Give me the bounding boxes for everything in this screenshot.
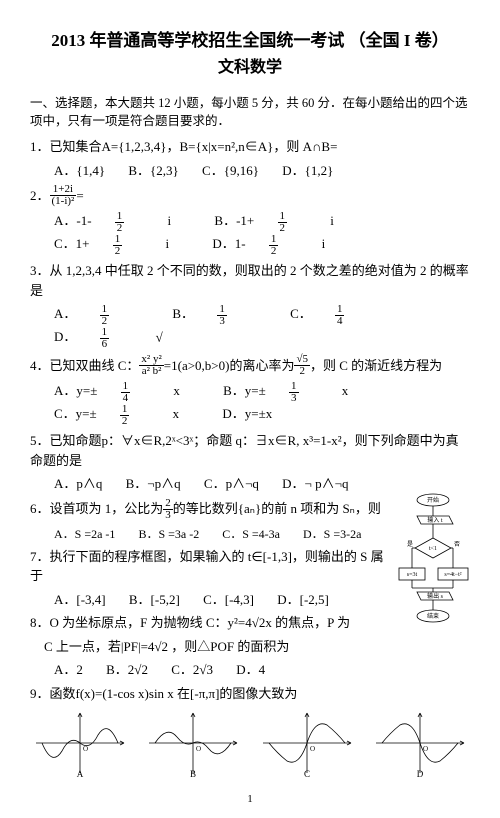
graph-D: D O [370, 707, 470, 779]
q2-eq: = [76, 186, 83, 206]
q7-A: A．[-3,4] [54, 590, 106, 610]
flow-output: 输出 s [427, 592, 444, 600]
svg-text:O: O [83, 745, 88, 753]
flow-yes: 是 [407, 541, 413, 548]
q8-C: C．2√3 [171, 660, 213, 680]
q3: 3．从 1,2,3,4 中任取 2 个不同的数，则取出的 2 个数之差的绝对值为… [30, 261, 470, 300]
q8-A: A．2 [54, 660, 83, 680]
q5-A: A．p∧q [54, 474, 102, 494]
flow-left: s=3t [407, 572, 418, 578]
q2-A: A．-1- 12 i [54, 211, 191, 234]
q2-opts: A．-1- 12 i B．-1+ 12 i C．1+ 12 i D．1- 12 … [54, 211, 470, 257]
q6: 6．设首项为 1，公比为 23 的等比数列{aₙ}的前 n 项和为 Sₙ，则 [30, 498, 392, 521]
q8-opts: A．2 B．2√2 C．2√3 D．4 [54, 660, 470, 680]
q1-D: D．{1,2} [282, 161, 333, 181]
q7-C: C．[-4,3] [203, 590, 254, 610]
q7-B: B．[-5,2] [129, 590, 180, 610]
q9: 9．函数f(x)=(1-cos x)sin x 在[-π,π]的图像大致为 [30, 684, 470, 704]
graph-A: A O [30, 707, 130, 779]
q8-line2: C 上一点，若|PF|=4√2 ，则△POF 的面积为 [44, 637, 470, 657]
q7-D: D．[-2,5] [277, 590, 329, 610]
q4-C: C．y=± 12 x [54, 404, 199, 427]
flowchart: 开始 输入 t t<1 是 否 s=3t s=4t−t² 输出 s 结束 [396, 492, 470, 632]
q4-opts: A．y=± 14 x B．y=± 13 x C．y=± 12 x D．y=±x [54, 381, 470, 427]
q1: 1．已知集合A={1,2,3,4}，B={x|x=n²,n∈A}，则 A∩B= [30, 137, 470, 157]
q5-D: D．¬ p∧¬q [282, 474, 348, 494]
q6-B: B．S =3a -2 [138, 525, 199, 543]
graph-C: C O [257, 707, 357, 779]
flow-start: 开始 [427, 496, 439, 504]
page-number: 1 [30, 791, 470, 808]
flow-input: 输入 t [427, 516, 443, 524]
q3-B: B． 13 [172, 304, 266, 327]
svg-text:O: O [310, 745, 315, 753]
q2-C: C．1+ 12 i [54, 234, 189, 257]
q5-B: B．¬p∧q [126, 474, 181, 494]
q1-opts: A．{1,4} B．{2,3} C．{9,16} D．{1,2} [54, 161, 470, 181]
flow-end: 结束 [427, 612, 439, 620]
q4-A: A．y=± 14 x [54, 381, 200, 404]
svg-text:C: C [304, 769, 310, 779]
graph-B: B O [143, 707, 243, 779]
q4-B: B．y=± 13 x [223, 381, 368, 404]
q2-B: B．-1+ 12 i [214, 211, 353, 234]
q1-C: C．{9,16} [202, 161, 259, 181]
svg-text:D: D [417, 769, 424, 779]
q2-frac: 1+2i (1-i)² [50, 184, 77, 207]
q6-D: D．S =3-2a [303, 525, 361, 543]
q2-D: D．1- 12 i [212, 234, 345, 257]
q1-A: A．{1,4} [54, 161, 105, 181]
q8-B: B．2√2 [106, 660, 148, 680]
q8-D: D．4 [236, 660, 265, 680]
q1-B: B．{2,3} [128, 161, 178, 181]
q3-D: D． 16 √ [54, 327, 163, 350]
svg-text:O: O [196, 745, 201, 753]
q5: 5．已知命题p：∀x∈R,2ˣ<3ˣ；命题 q：∃x∈R, x³=1-x²，则下… [30, 431, 470, 470]
flow-right: s=4t−t² [444, 572, 461, 578]
svg-text:B: B [190, 769, 196, 779]
q5-C: C．p∧¬q [204, 474, 259, 494]
section1-instr: 一、选择题，本大题共 12 小题，每小题 5 分，共 60 分．在每小题给出的四… [30, 94, 470, 132]
q2: 2． 1+2i (1-i)² = [30, 184, 470, 207]
title-line2: 文科数学 [30, 56, 470, 80]
q4-D: D．y=±x [222, 404, 272, 424]
svg-text:O: O [423, 745, 428, 753]
flow-cond: t<1 [429, 546, 437, 552]
q4: 4．已知双曲线 C： x² y²a² b² =1(a>0,b>0)的离心率为 √… [30, 354, 470, 377]
q3-A: A． 12 [54, 304, 149, 327]
q2-num: 2． [30, 186, 50, 206]
q3-opts: A． 12 B． 13 C． 14 D． 16 √ [54, 304, 470, 350]
title-line1: 2013 年普通高等学校招生全国统一考试 （全国 I 卷） [30, 28, 470, 54]
svg-text:A: A [77, 769, 84, 779]
flow-no: 否 [454, 541, 460, 548]
q6-C: C．S =4-3a [222, 525, 280, 543]
q3-C: C． 14 [290, 304, 384, 327]
q9-graphs: A O B O C O D O [30, 707, 470, 779]
q6-A: A．S =2a -1 [54, 525, 115, 543]
